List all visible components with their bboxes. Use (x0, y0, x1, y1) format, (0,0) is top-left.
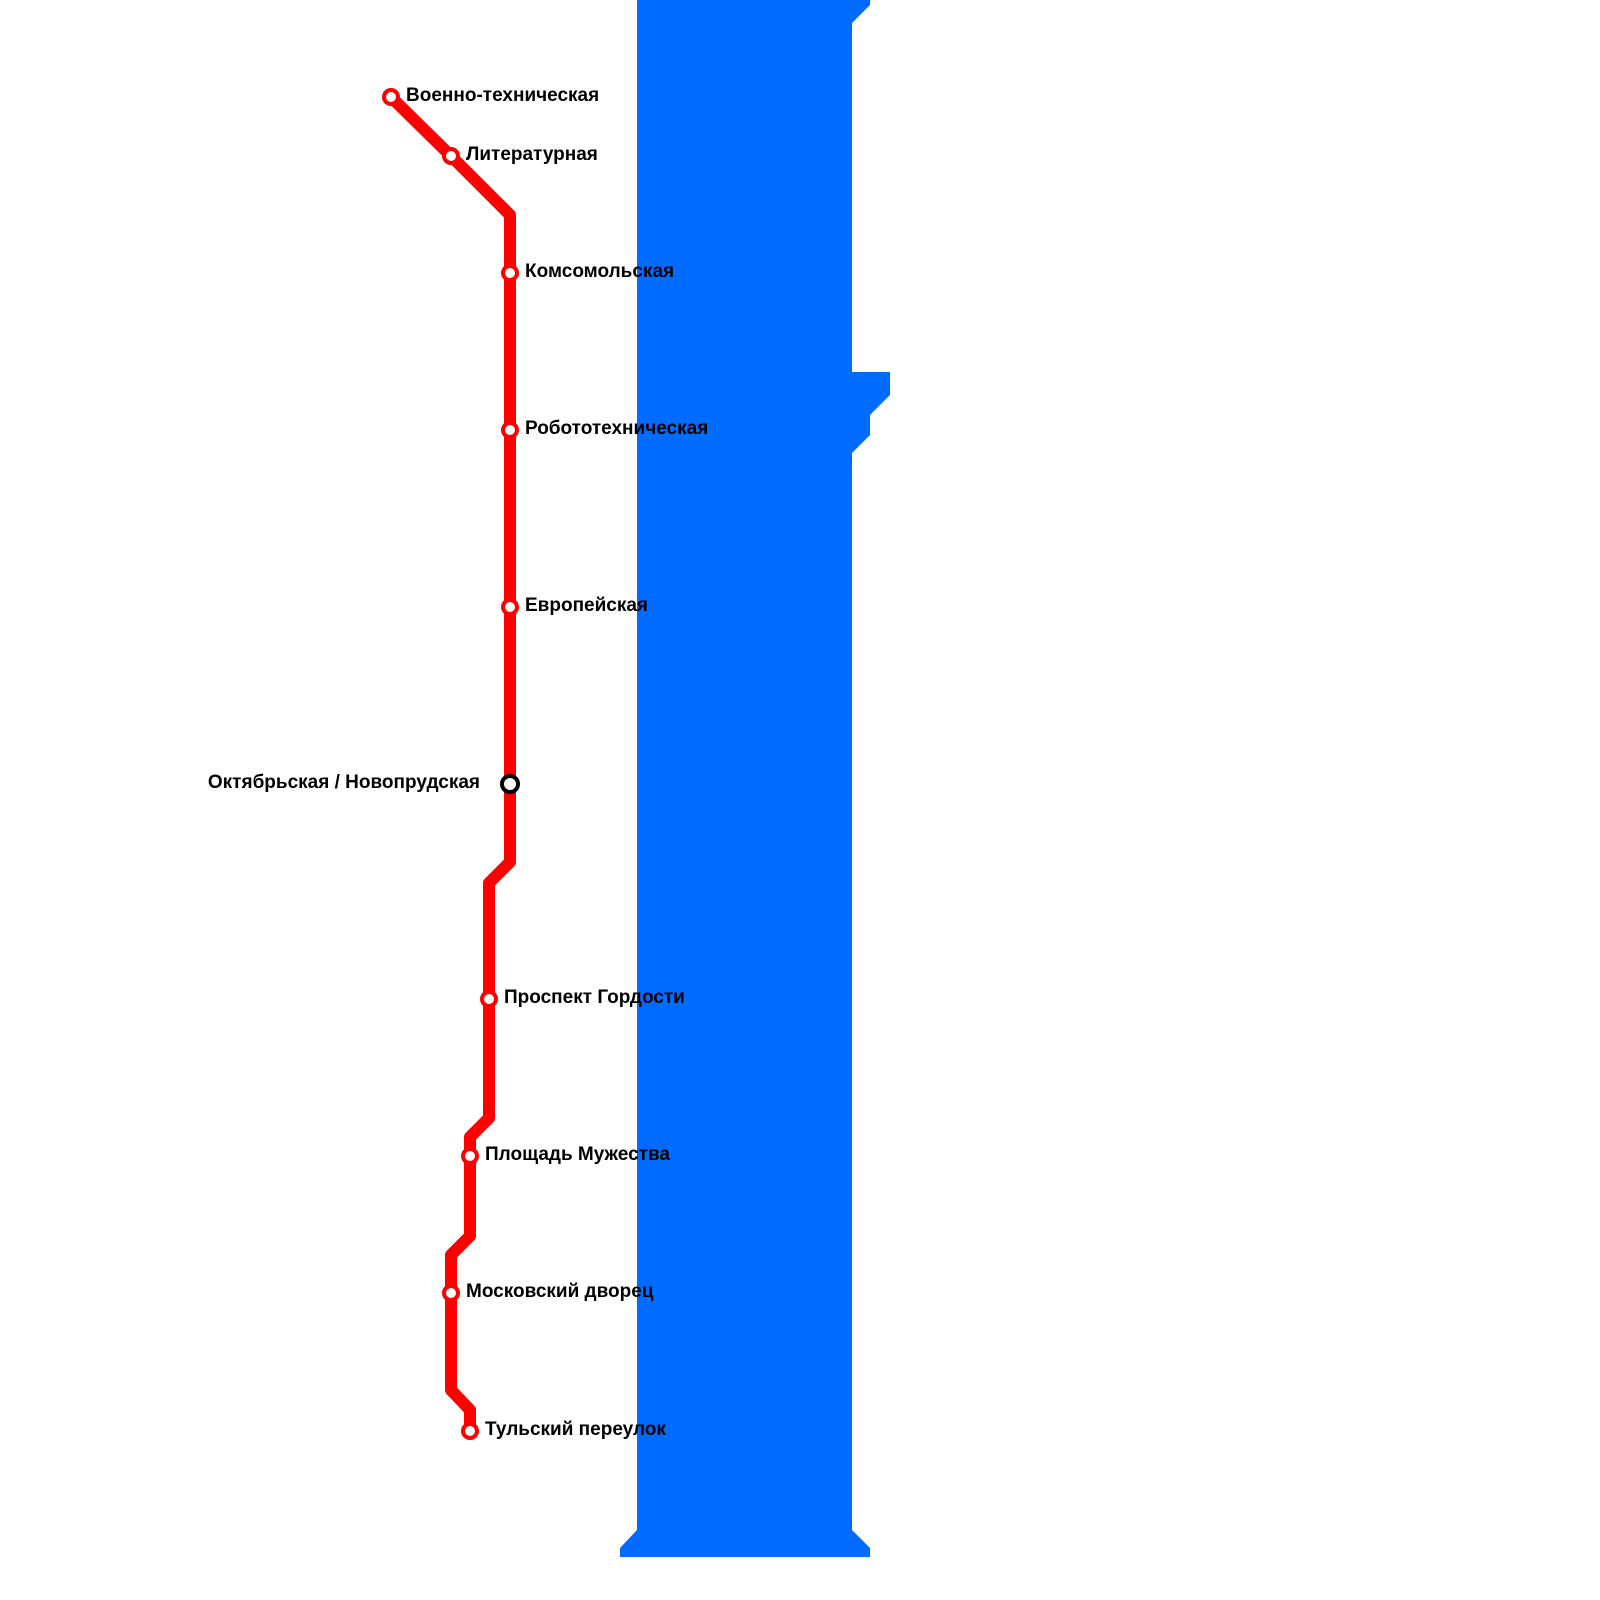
station-label[interactable]: Литературная (466, 144, 598, 165)
station[interactable] (382, 88, 400, 106)
station[interactable] (461, 1422, 479, 1440)
station[interactable] (480, 990, 498, 1008)
station[interactable] (461, 1147, 479, 1165)
station-label[interactable]: Проспект Гордости (504, 987, 685, 1008)
station-label[interactable]: Робототехническая (525, 418, 708, 439)
metro-line (385, 91, 516, 1437)
station-label[interactable]: Площадь Мужества (485, 1144, 670, 1165)
station[interactable] (501, 421, 519, 439)
station-label[interactable]: Европейская (525, 595, 648, 616)
station-label[interactable]: Тульский переулок (485, 1419, 666, 1440)
transfer-station[interactable] (500, 774, 520, 794)
station[interactable] (501, 598, 519, 616)
station[interactable] (442, 147, 460, 165)
station[interactable] (501, 264, 519, 282)
station-label[interactable]: Октябрьская / Новопрудская (208, 772, 480, 793)
station[interactable] (442, 1284, 460, 1302)
station-label[interactable]: Комсомольская (525, 261, 674, 282)
station-label[interactable]: Московский дворец (466, 1281, 654, 1302)
river (620, 0, 890, 1557)
stations: Военно-техническая Литературная Комсомольс… (208, 85, 708, 1440)
station-label[interactable]: Военно-техническая (406, 85, 599, 106)
